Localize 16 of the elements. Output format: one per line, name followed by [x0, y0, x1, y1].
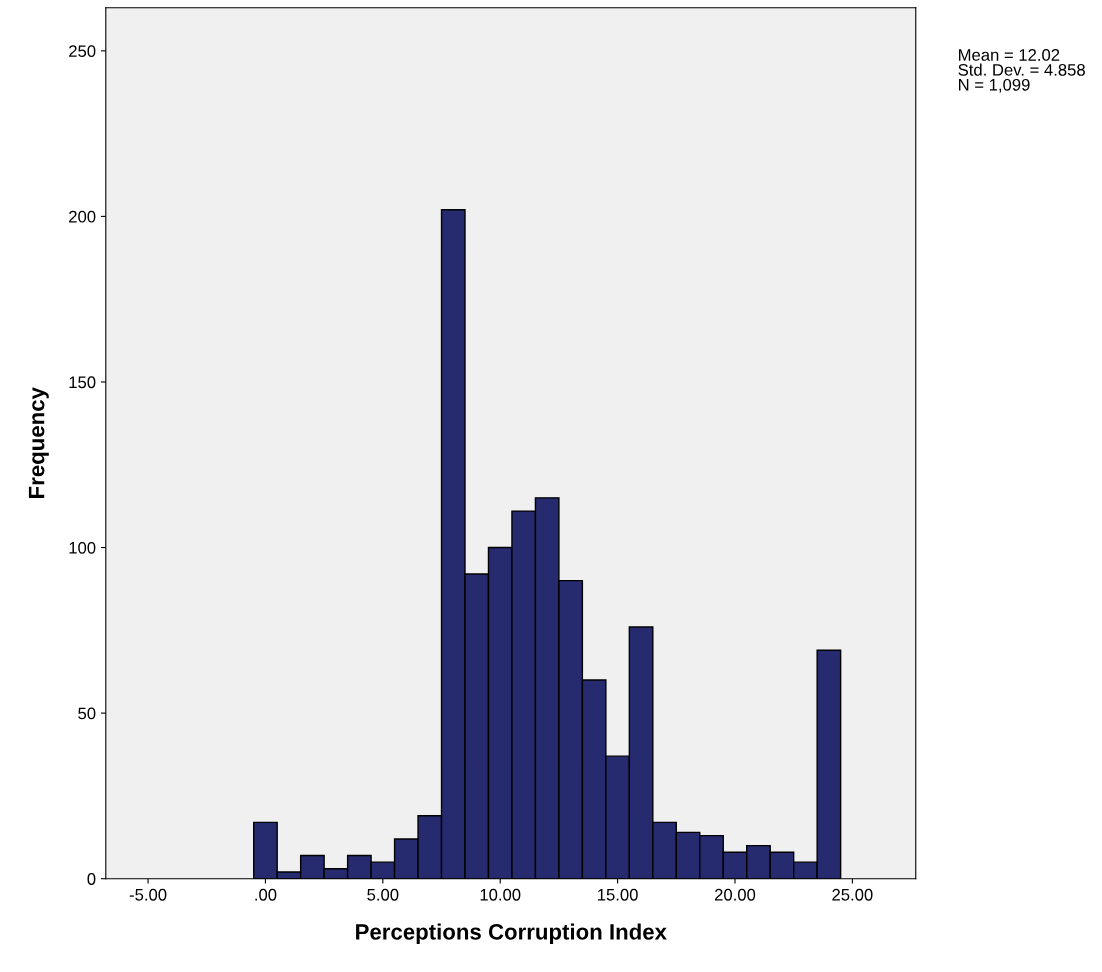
y-tick-label: 50 [78, 707, 96, 720]
y-tick-label: 250 [69, 45, 96, 58]
y-tick-label: 150 [69, 376, 96, 389]
x-tick-label: 10.00 [480, 888, 521, 901]
x-tick-label: 5.00 [367, 888, 399, 901]
x-tick-label: -5.00 [129, 888, 167, 901]
text: Mean = 12.02 Std. Dev. = 4.858 N = 1,099 [958, 49, 1085, 93]
y-tick-label: 200 [69, 210, 96, 223]
y-axis-title: Frequency [28, 387, 49, 498]
y-tick-label: 100 [69, 541, 96, 554]
x-tick-label: 20.00 [714, 888, 756, 901]
x-axis-title: Perceptions Corruption Index [356, 923, 667, 945]
y-tick-label: 0 [87, 873, 96, 885]
x-tick-label: 15.00 [598, 888, 638, 901]
x-tick-label: .00 [255, 888, 277, 901]
x-tick-label: 25.00 [832, 888, 873, 901]
